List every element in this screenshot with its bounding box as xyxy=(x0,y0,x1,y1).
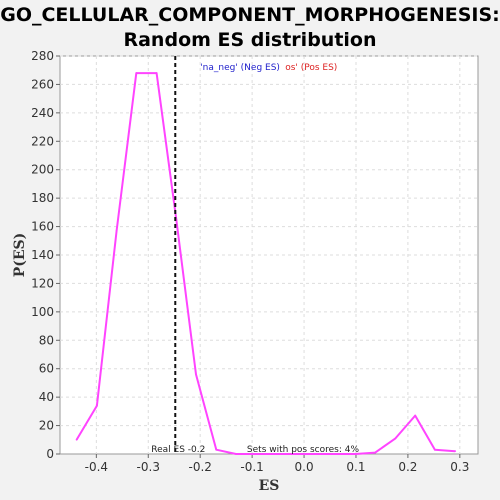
axes: 0 20 40 60 80 100 120 140 160 180 200 220 240 260 280 -… xyxy=(31,49,469,474)
data-point xyxy=(354,453,357,455)
grid-lines xyxy=(60,55,478,454)
y-tick-label: 260 xyxy=(31,77,54,91)
y-tick-label: 60 xyxy=(39,362,54,376)
series-line xyxy=(75,72,456,455)
data-point xyxy=(215,448,218,451)
data-point xyxy=(95,404,98,407)
y-tick-label: 40 xyxy=(39,390,54,404)
data-point xyxy=(75,438,78,441)
y-tick-label: 120 xyxy=(31,276,54,290)
y-tick-label: 180 xyxy=(31,191,54,205)
data-point xyxy=(394,437,397,440)
y-tick-label: 220 xyxy=(31,134,54,148)
data-point xyxy=(115,229,118,232)
x-tick-label: -0.4 xyxy=(85,460,108,474)
x-tick-label: -0.2 xyxy=(188,460,211,474)
x-tick-label: 0.0 xyxy=(295,460,314,474)
y-tick-label: 0 xyxy=(46,447,54,461)
data-point xyxy=(294,453,297,455)
data-point xyxy=(314,453,317,455)
y-tick-label: 240 xyxy=(31,106,54,120)
chart-title-line1: GO_CELLULAR_COMPONENT_MORPHOGENESIS: xyxy=(0,4,500,26)
y-tick-label: 200 xyxy=(31,163,54,177)
y-tick-label: 140 xyxy=(31,248,54,262)
data-point xyxy=(155,72,158,74)
chart-title-line2: Random ES distribution xyxy=(123,29,376,51)
data-point xyxy=(374,451,377,454)
data-point xyxy=(434,448,436,451)
real-es-label: Real ES -0.2 xyxy=(151,445,205,455)
data-point xyxy=(195,373,197,376)
y-tick-label: 20 xyxy=(39,419,54,433)
x-tick-label: 0.1 xyxy=(346,460,365,474)
x-tick-label: -0.3 xyxy=(137,460,160,474)
pos-scores-label: Sets with pos scores: 4% xyxy=(247,445,360,455)
legend-pos-entry: os' (Pos ES) xyxy=(285,63,337,73)
data-point xyxy=(275,453,277,455)
y-tick-label: 100 xyxy=(31,305,54,319)
series-layer xyxy=(75,72,457,455)
y-tick-label: 80 xyxy=(39,333,54,347)
y-axis-label: P(ES) xyxy=(12,233,28,278)
data-point xyxy=(254,453,257,455)
y-tick-label: 280 xyxy=(31,49,54,63)
x-axis-label: ES xyxy=(259,478,280,494)
data-point xyxy=(414,414,417,417)
x-tick-label: 0.3 xyxy=(450,460,469,474)
x-tick-label: -0.1 xyxy=(240,460,263,474)
data-point xyxy=(334,453,337,455)
data-point xyxy=(135,72,138,74)
legend-neg-entry: 'na_neg' (Neg ES) xyxy=(200,63,280,73)
data-point xyxy=(454,450,457,453)
x-tick-label: 0.2 xyxy=(398,460,417,474)
data-point xyxy=(235,453,237,455)
y-tick-label: 160 xyxy=(31,220,54,234)
